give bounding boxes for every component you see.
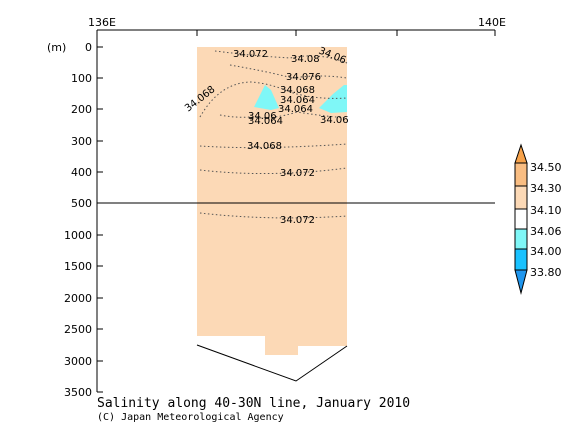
contour-line bbox=[199, 167, 348, 175]
contour-label: 34.068 bbox=[280, 85, 315, 96]
contour-label: 34.072 bbox=[280, 168, 315, 179]
y-tick: 3000 bbox=[64, 355, 92, 368]
colorbar-arrow-top bbox=[514, 143, 528, 164]
colorbar bbox=[514, 143, 528, 295]
contour-label: 34.064 bbox=[280, 95, 315, 106]
y-tick: 2500 bbox=[64, 323, 92, 336]
contour-line bbox=[199, 81, 348, 118]
colorbar-label: 34.06 bbox=[530, 225, 562, 238]
contour-label: 34.068 bbox=[247, 141, 282, 152]
contour-label: 34.064 bbox=[278, 104, 313, 115]
colorbar-label: 34.30 bbox=[530, 182, 562, 195]
y-tick: 200 bbox=[71, 103, 92, 116]
y-tick: 3500 bbox=[64, 386, 92, 399]
contour-label: 34.064 bbox=[248, 116, 283, 127]
contour-label: 34.076 bbox=[286, 72, 321, 83]
contour-label: 34.06 bbox=[248, 111, 277, 122]
y-tick: 2000 bbox=[64, 292, 92, 305]
sea-floor-line bbox=[196, 344, 348, 382]
y-tick: 1000 bbox=[64, 229, 92, 242]
y-axis-unit: (m) bbox=[47, 41, 66, 54]
colorbar-arrow-bottom bbox=[514, 269, 528, 295]
colorbar-label: 33.80 bbox=[530, 266, 562, 279]
contour-line bbox=[219, 111, 348, 119]
colorbar-swatch bbox=[514, 162, 528, 187]
y-tick: 100 bbox=[71, 72, 92, 85]
y-tick: 300 bbox=[71, 135, 92, 148]
colorbar-swatch bbox=[514, 208, 528, 230]
contour-label: 34.072 bbox=[280, 215, 315, 226]
salinity-field-step bbox=[265, 336, 298, 355]
colorbar-swatch bbox=[514, 185, 528, 210]
low-salinity-patch-left bbox=[254, 85, 279, 110]
colorbar-label: 34.50 bbox=[530, 161, 562, 174]
contour-label: 34.08 bbox=[291, 54, 320, 65]
chart-title: Salinity along 40-30N line, January 2010 bbox=[97, 396, 411, 411]
y-tick: 400 bbox=[71, 166, 92, 179]
contour-label: 34.06 bbox=[320, 115, 349, 126]
contour-label: 34.072 bbox=[233, 49, 268, 60]
colorbar-swatch bbox=[514, 228, 528, 250]
y-tick: 1500 bbox=[64, 260, 92, 273]
chart-credit: (C) Japan Meteorological Agency bbox=[97, 412, 284, 423]
contour-line bbox=[199, 212, 348, 219]
salinity-field-lower bbox=[197, 203, 347, 336]
salinity-field-upper bbox=[197, 47, 347, 203]
salinity-field-right-step bbox=[298, 336, 347, 346]
x-tick-136e: 136E bbox=[88, 16, 116, 29]
colorbar-label: 34.10 bbox=[530, 204, 562, 217]
y-tick: 500 bbox=[71, 197, 92, 210]
x-tick-140e: 140E bbox=[478, 16, 506, 29]
colorbar-label: 34.00 bbox=[530, 245, 562, 258]
y-tick: 0 bbox=[85, 41, 92, 54]
low-salinity-patch-right bbox=[319, 85, 347, 113]
colorbar-swatch bbox=[514, 248, 528, 271]
